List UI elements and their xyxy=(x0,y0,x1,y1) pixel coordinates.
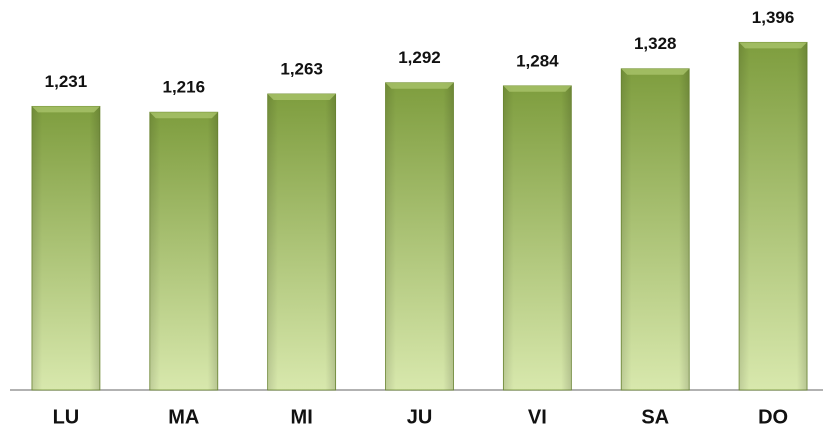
value-label: 1,263 xyxy=(280,59,323,78)
bar-shade xyxy=(267,93,336,391)
x-tick-label: JU xyxy=(407,406,433,428)
bar-shade xyxy=(149,112,218,390)
value-label: 1,216 xyxy=(163,78,206,97)
bar-shade xyxy=(503,85,572,391)
value-label: 1,284 xyxy=(516,51,559,70)
value-label: 1,231 xyxy=(45,72,88,91)
bar-bevel xyxy=(739,42,808,49)
x-tick-label: MI xyxy=(291,406,313,428)
x-tick-label: DO xyxy=(758,406,788,428)
x-tick-label: MA xyxy=(168,406,199,428)
bar-shade xyxy=(621,68,690,391)
bar-bevel xyxy=(503,85,572,92)
bar-bevel xyxy=(31,106,100,113)
bar-bevel xyxy=(621,68,690,75)
value-label: 1,328 xyxy=(634,34,677,53)
bar-bevel xyxy=(267,93,336,100)
bar-bevel xyxy=(149,112,218,119)
x-tick-label: SA xyxy=(641,406,669,428)
bar-shade xyxy=(31,106,100,390)
value-label: 1,396 xyxy=(752,8,795,27)
value-label: 1,292 xyxy=(398,48,441,67)
x-tick-label: VI xyxy=(528,406,547,428)
bar-shade xyxy=(385,82,454,390)
bar-shade xyxy=(739,42,808,391)
bar-bevel xyxy=(385,82,454,89)
x-tick-label: LU xyxy=(53,406,80,428)
